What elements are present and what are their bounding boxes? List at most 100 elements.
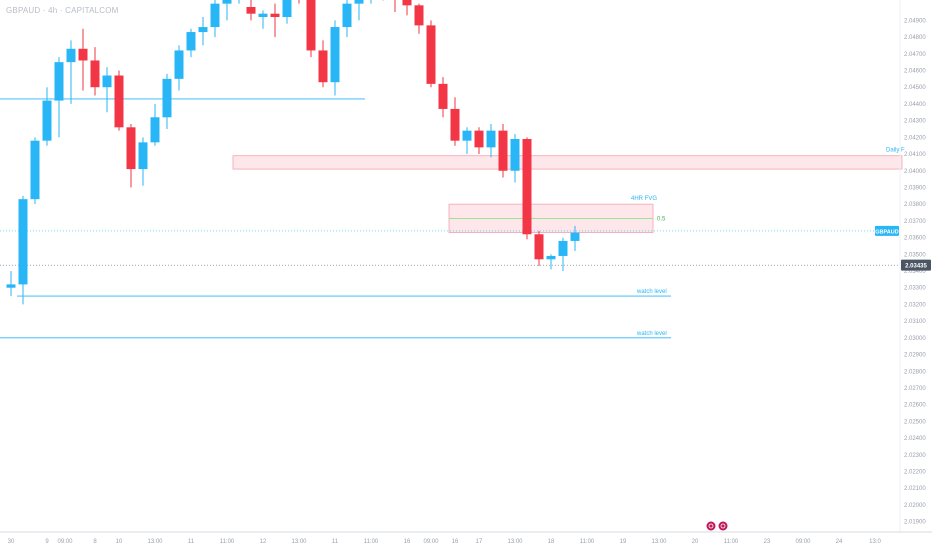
candle xyxy=(318,40,328,88)
candle xyxy=(282,0,292,24)
price-tick-label: 2.02000 xyxy=(904,503,926,509)
event-marker-icon xyxy=(717,520,729,532)
candle-body xyxy=(210,3,220,28)
symbol-badge-bg xyxy=(875,225,899,236)
candle xyxy=(414,3,424,34)
candle-body xyxy=(270,13,280,18)
fvg-label: 4HR FVG xyxy=(631,196,657,202)
time-tick-label: 24 xyxy=(836,539,843,545)
candle-body xyxy=(174,50,184,79)
fvg-mid-label: 0.5 xyxy=(657,216,666,222)
time-tick-label: 16 xyxy=(404,539,411,545)
price-tick-label: 2.04800 xyxy=(904,35,926,41)
candle xyxy=(238,0,240,4)
candle-body xyxy=(138,142,148,170)
candle xyxy=(534,230,544,266)
time-tick-label: 09:00 xyxy=(57,539,73,545)
candle xyxy=(330,20,340,96)
candle xyxy=(510,133,520,183)
candle-body xyxy=(414,5,424,26)
fvg-label: Daily F xyxy=(886,148,905,154)
candle-body xyxy=(54,62,64,101)
badges-layer: GBPAUD 2.03435 xyxy=(705,225,931,532)
candle xyxy=(498,123,508,178)
price-tick-label: 2.02200 xyxy=(904,470,926,476)
candle-body xyxy=(426,25,436,84)
candle-body xyxy=(558,240,568,256)
candle xyxy=(354,0,364,21)
candle-body xyxy=(282,0,292,18)
event-marker-ring xyxy=(708,523,714,529)
time-tick-label: 17 xyxy=(476,539,483,545)
candle-body xyxy=(474,130,484,148)
candle-body xyxy=(534,234,544,260)
price-tick-label: 2.03100 xyxy=(904,319,926,325)
price-tick-label: 2.04200 xyxy=(904,135,926,141)
candle xyxy=(66,40,76,104)
price-badge-bg xyxy=(901,259,931,271)
symbol-badge-text: GBPAUD xyxy=(875,229,898,235)
price-tick-label: 2.04500 xyxy=(904,85,926,91)
price-tick-label: 2.04700 xyxy=(904,52,926,58)
symbol-badge: GBPAUD xyxy=(875,225,899,236)
price-tick-label: 2.02500 xyxy=(904,419,926,425)
candle-body xyxy=(18,199,28,285)
price-tick-label: 2.03400 xyxy=(904,269,926,275)
candle-body xyxy=(330,27,340,83)
candle xyxy=(138,137,148,186)
time-tick-label: 09:00 xyxy=(795,539,811,545)
price-tick-label: 2.04900 xyxy=(904,18,926,24)
time-tick-label: 09:00 xyxy=(423,539,439,545)
candle xyxy=(522,137,532,240)
time-tick-label: 18 xyxy=(548,539,555,545)
price-tick-label: 2.04600 xyxy=(904,68,926,74)
candle xyxy=(42,87,52,146)
candle-body xyxy=(342,3,352,28)
candle-body xyxy=(30,140,40,200)
candle-body xyxy=(522,139,532,235)
price-tick-label: 2.02700 xyxy=(904,386,926,392)
price-tick-label: 2.02800 xyxy=(904,369,926,375)
candle-body xyxy=(102,75,112,88)
candle xyxy=(198,17,208,46)
candle-body xyxy=(462,130,472,141)
candle-body xyxy=(222,0,232,4)
event-marker-circle xyxy=(705,520,717,532)
candle-body xyxy=(402,0,412,6)
candle xyxy=(102,67,112,113)
price-tick-label: 2.03300 xyxy=(904,286,926,292)
time-tick-label: 11 xyxy=(332,539,339,545)
time-tick-label: 30 xyxy=(8,539,15,545)
candle-body xyxy=(150,117,160,143)
price-tick-label: 2.04400 xyxy=(904,102,926,108)
candle-body xyxy=(318,50,328,83)
event-marker-ring xyxy=(720,523,726,529)
candle-body xyxy=(486,130,496,148)
candle-body xyxy=(498,130,508,171)
price-tick-label: 2.02100 xyxy=(904,486,926,492)
candle-body xyxy=(186,32,196,51)
time-tick-label: 11:00 xyxy=(220,539,235,545)
candle xyxy=(18,195,28,305)
price-tick-label: 2.04300 xyxy=(904,119,926,125)
time-tick-label: 11:00 xyxy=(580,539,595,545)
candle xyxy=(78,28,88,91)
time-axis: 30 9 09:00 8 10 13:00 11 11:00 12 13:00 11 11:00 16 0… xyxy=(0,531,932,545)
zones-layer: Daily F 0.5 4HR FVG xyxy=(232,148,905,233)
candle xyxy=(126,123,136,188)
price-tick-label: 2.03500 xyxy=(904,252,926,258)
candle xyxy=(298,0,300,4)
candle xyxy=(546,254,556,270)
time-tick-label: 13:00 xyxy=(147,539,163,545)
candle xyxy=(258,10,268,29)
candle-body xyxy=(114,75,124,128)
candle xyxy=(558,237,568,272)
candle-body xyxy=(90,60,100,88)
candle xyxy=(6,271,16,297)
candle xyxy=(342,0,352,38)
time-tick-label: 11 xyxy=(188,539,195,545)
candle xyxy=(30,137,40,205)
candle-body xyxy=(258,13,268,18)
candle xyxy=(186,28,196,58)
